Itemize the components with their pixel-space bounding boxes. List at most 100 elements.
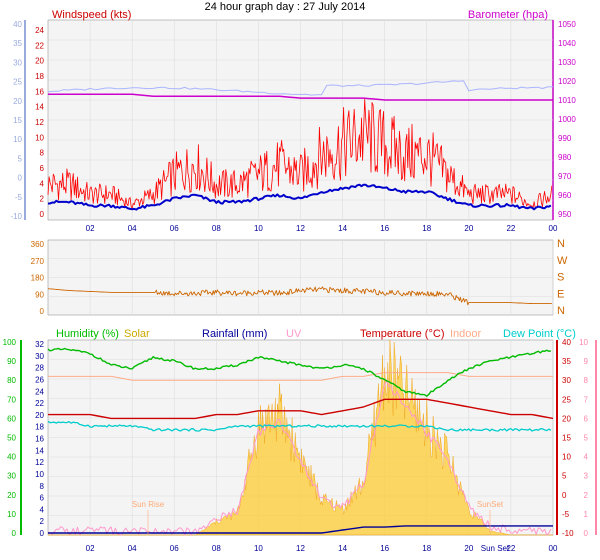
direction-tick-label: 360 [31, 240, 45, 249]
uv-tick-label: 8 [584, 376, 589, 385]
uv-tick-label: 6 [584, 414, 589, 423]
baro-tick-label: 1050 [558, 20, 576, 29]
x-tick-label: 06 [170, 224, 179, 233]
x-tick-label: 18 [422, 544, 431, 553]
wind-outer-tick-label: -5 [15, 193, 23, 202]
baro-ticks: 1050 1040 1030 1020 1010 1000 990 980 970 960 950 [558, 20, 576, 219]
wind-outer-tick-label: 30 [13, 58, 22, 67]
legend-temperature: Temperature (°C) [360, 328, 444, 340]
wind-inner-tick-label: 14 [35, 103, 44, 112]
x-tick-label: 20 [464, 544, 473, 553]
humidity-tick-label: 10 [7, 510, 16, 519]
humidity-tick-label: 30 [7, 472, 16, 481]
temperature-tick-label: 30 [562, 376, 571, 385]
wind-inner-tick-label: 0 [40, 210, 45, 219]
humidity-tick-label: 60 [7, 414, 16, 423]
inner-tick-label: 24 [35, 387, 44, 396]
legend-solar: Solar [124, 328, 150, 340]
x-tick-label: 10 [254, 544, 263, 553]
x-tick-label: 04 [128, 544, 137, 553]
legend-uv: UV [286, 328, 302, 340]
temperature-tick-label: 40 [562, 338, 571, 347]
wind-inner-tick-label: 24 [35, 26, 44, 35]
x-tick-label: 10 [254, 224, 263, 233]
inner-tick-label: 10 [35, 470, 44, 479]
wind-average-line [47, 183, 552, 211]
wind-outer-tick-label: 0 [18, 174, 23, 183]
direction-tick-label: 180 [31, 274, 45, 283]
wind-outer-tick-label: 20 [13, 97, 22, 106]
uv-tick-label: 5 [584, 434, 589, 443]
baro-tick-label: 1010 [558, 96, 576, 105]
x-tick-label: 12 [296, 544, 305, 553]
x-tick-label: 00 [549, 544, 558, 553]
wind-inner-tick-label: 16 [35, 87, 44, 96]
inner-tick-label: 16 [35, 435, 44, 444]
humidity-tick-label: 80 [7, 376, 16, 385]
uv-line [47, 379, 552, 536]
baro-tick-label: 1000 [558, 115, 576, 124]
x-tick-label: 18 [422, 224, 431, 233]
legend-humidity: Humidity (%) [56, 328, 119, 340]
direction-tick-label: 270 [31, 257, 45, 266]
temperature-tick-label: 0 [562, 491, 567, 500]
inner-tick-label: 0 [40, 529, 45, 538]
sun-set-bottom-label: Sun Set [481, 544, 510, 553]
temperature-tick-label: 25 [562, 395, 571, 404]
x-tick-label: 08 [212, 224, 221, 233]
temperature-tick-label: 10 [562, 453, 571, 462]
wind-inner-tick-label: 22 [35, 41, 44, 50]
wind-outer-tick-label: 40 [13, 20, 22, 29]
inner-tick-label: 14 [35, 446, 44, 455]
x-tick-label: 22 [506, 544, 515, 553]
multi-series [47, 339, 554, 536]
uv-tick-label: 4 [584, 453, 589, 462]
baro-tick-label: 960 [558, 191, 572, 200]
dew-point-line [47, 420, 552, 432]
chart-title: 24 hour graph day : 27 July 2014 [205, 1, 366, 13]
legend-rainfall: Rainfall (mm) [202, 328, 267, 340]
wind-inner-tick-label: 10 [35, 133, 44, 142]
direction-tick-label: 0 [40, 307, 45, 316]
sunrise-label: Sun Rise [132, 500, 165, 509]
uv-tick-label: 7 [584, 395, 589, 404]
x-tick-label: 22 [506, 224, 515, 233]
wind-outer-tick-label: 25 [13, 78, 22, 87]
x-tick-label: 00 [549, 224, 558, 233]
uv-tick-label: 10 [579, 338, 588, 347]
rainfall-line [48, 525, 553, 534]
humidity-tick-label: 0 [12, 529, 17, 538]
uv-tick-label: 3 [584, 472, 589, 481]
x-tick-label: 20 [464, 224, 473, 233]
uv-tick-label: 9 [584, 357, 589, 366]
multi-x-ticks: 02 04 06 08 10 12 14 16 18 20 22 00 [86, 544, 558, 553]
wind-outer-tick-label: 15 [13, 116, 22, 125]
temperature-ticks: 40 35 30 25 20 15 10 5 0 -5 -10 [562, 338, 574, 538]
inner-tick-label: 30 [35, 352, 44, 361]
baro-tick-label: 970 [558, 172, 572, 181]
humidity-tick-label: 90 [7, 357, 16, 366]
baro-tick-label: 1030 [558, 58, 576, 67]
indoor-temperature-line [48, 372, 553, 381]
x-tick-label: 16 [380, 544, 389, 553]
compass-label: W [557, 255, 568, 267]
windspeed-axis-title: Windspeed (kts) [52, 9, 131, 21]
x-tick-label: 06 [170, 544, 179, 553]
inner-tick-label: 2 [40, 517, 45, 526]
inner-tick-label: 4 [40, 505, 45, 514]
uv-tick-label: 1 [584, 510, 589, 519]
direction-series [47, 286, 552, 306]
uv-tick-label: 2 [584, 491, 589, 500]
temperature-tick-label: 35 [562, 357, 571, 366]
humidity-tick-label: 20 [7, 491, 16, 500]
compass-label: E [557, 288, 564, 300]
wind-x-ticks: 02 04 06 08 10 12 14 16 18 20 22 00 [86, 224, 558, 233]
uv-tick-label: 0 [584, 529, 589, 538]
